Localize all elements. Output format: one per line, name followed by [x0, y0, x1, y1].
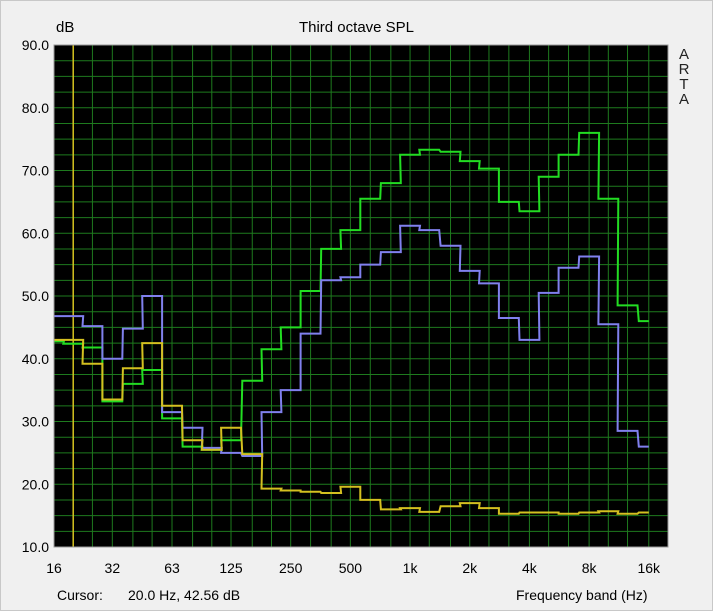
y-tick-label: 40.0: [22, 351, 49, 367]
chart-title: Third octave SPL: [298, 19, 415, 36]
x-tick-label: 16k: [637, 560, 661, 576]
y-axis-unit-label: dB: [56, 19, 75, 36]
plot-frame: [53, 44, 669, 548]
x-tick-labels: 16 32 63 125 250 500 1k 2k 4k 8k 16k: [46, 560, 661, 576]
x-tick-label: 500: [339, 560, 363, 576]
x-tick-label: 250: [279, 560, 303, 576]
y-tick-label: 50.0: [22, 288, 49, 304]
watermark-letter: A: [678, 91, 689, 108]
x-tick-label: 1k: [403, 560, 419, 576]
watermark-letter: R: [678, 61, 690, 78]
x-tick-label: 125: [219, 560, 243, 576]
x-tick-label: 63: [164, 560, 180, 576]
y-tick-label: 80.0: [22, 100, 49, 116]
series-line-2: [54, 224, 649, 457]
y-tick-label: 10.0: [22, 539, 49, 555]
y-tick-labels: 90.0 80.0 70.0 60.0 50.0 40.0 30.0 20.0 10.0: [22, 37, 49, 555]
watermark-letter: T: [679, 76, 689, 93]
y-tick-label: 70.0: [22, 163, 49, 179]
series-line-1: [54, 131, 649, 451]
series-group: [54, 131, 649, 515]
plot-border: [53, 44, 669, 548]
x-tick-label: 4k: [522, 560, 538, 576]
watermark-letter: A: [678, 46, 689, 63]
x-axis-label: Frequency band (Hz): [516, 587, 648, 603]
y-tick-label: 90.0: [22, 37, 49, 53]
series-line-3: [54, 338, 649, 515]
x-tick-label: 2k: [462, 560, 478, 576]
x-tick-label: 16: [46, 560, 62, 576]
y-tick-label: 20.0: [22, 476, 49, 492]
x-tick-label: 32: [105, 560, 121, 576]
y-tick-label: 60.0: [22, 225, 49, 241]
y-tick-label: 30.0: [22, 414, 49, 430]
cursor-label: Cursor:: [57, 587, 103, 603]
x-tick-label: 8k: [582, 560, 598, 576]
cursor-readout: 20.0 Hz, 42.56 dB: [128, 587, 241, 603]
